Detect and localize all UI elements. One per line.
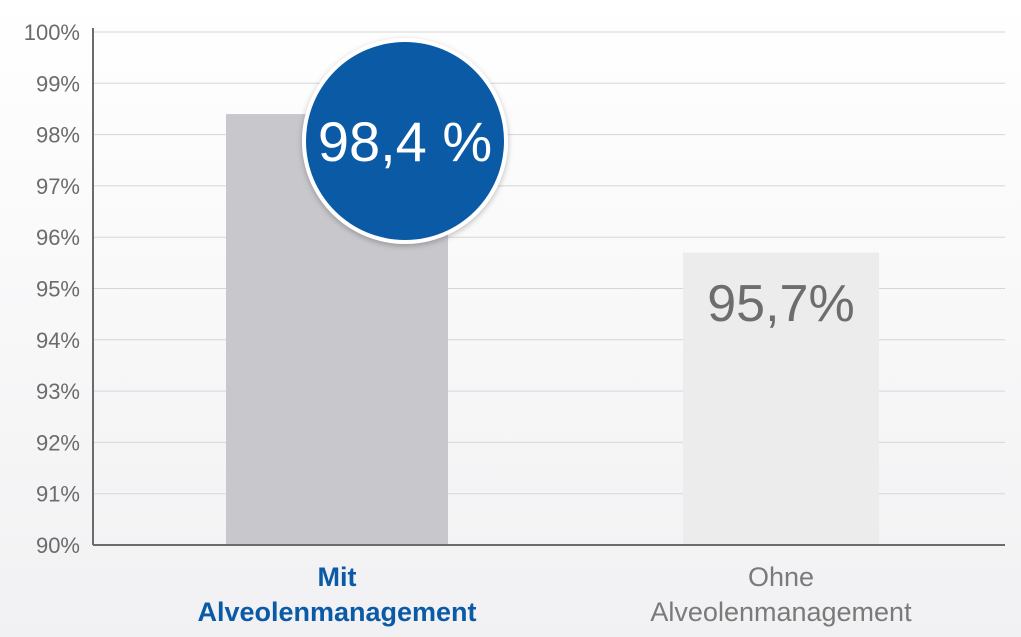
category-label-line2: Alveolenmanagement — [650, 597, 912, 627]
value-label-mit: 98,4 % — [318, 110, 492, 173]
y-tick-label: 92% — [36, 430, 80, 455]
y-tick-label: 91% — [36, 482, 80, 507]
value-bubble — [306, 42, 504, 240]
y-tick-label: 100% — [24, 20, 80, 45]
y-tick-labels: 90% 91% 92% 93% 94% 95% 96% 97% 98% 99% 100% — [24, 20, 80, 558]
y-tick-label: 99% — [36, 71, 80, 96]
bar-ohne — [683, 252, 879, 545]
y-tick-label: 98% — [36, 123, 80, 148]
y-tick-label: 95% — [36, 277, 80, 302]
axes — [92, 28, 1005, 546]
y-tick-label: 90% — [36, 533, 80, 558]
value-labels: 98,4 % 95,7% — [302, 38, 855, 333]
value-label-ohne: 95,7% — [707, 275, 854, 333]
category-labels: Mit Alveolenmanagement Ohne Alveolenmanagem… — [197, 562, 912, 627]
category-label-line1: Mit — [318, 562, 357, 592]
y-tick-label: 93% — [36, 379, 80, 404]
y-tick-label: 97% — [36, 174, 80, 199]
y-tick-label: 94% — [36, 328, 80, 353]
bars — [226, 114, 879, 545]
category-label-line1: Ohne — [748, 562, 814, 592]
category-label-line2: Alveolenmanagement — [197, 597, 476, 627]
y-tick-label: 96% — [36, 225, 80, 250]
